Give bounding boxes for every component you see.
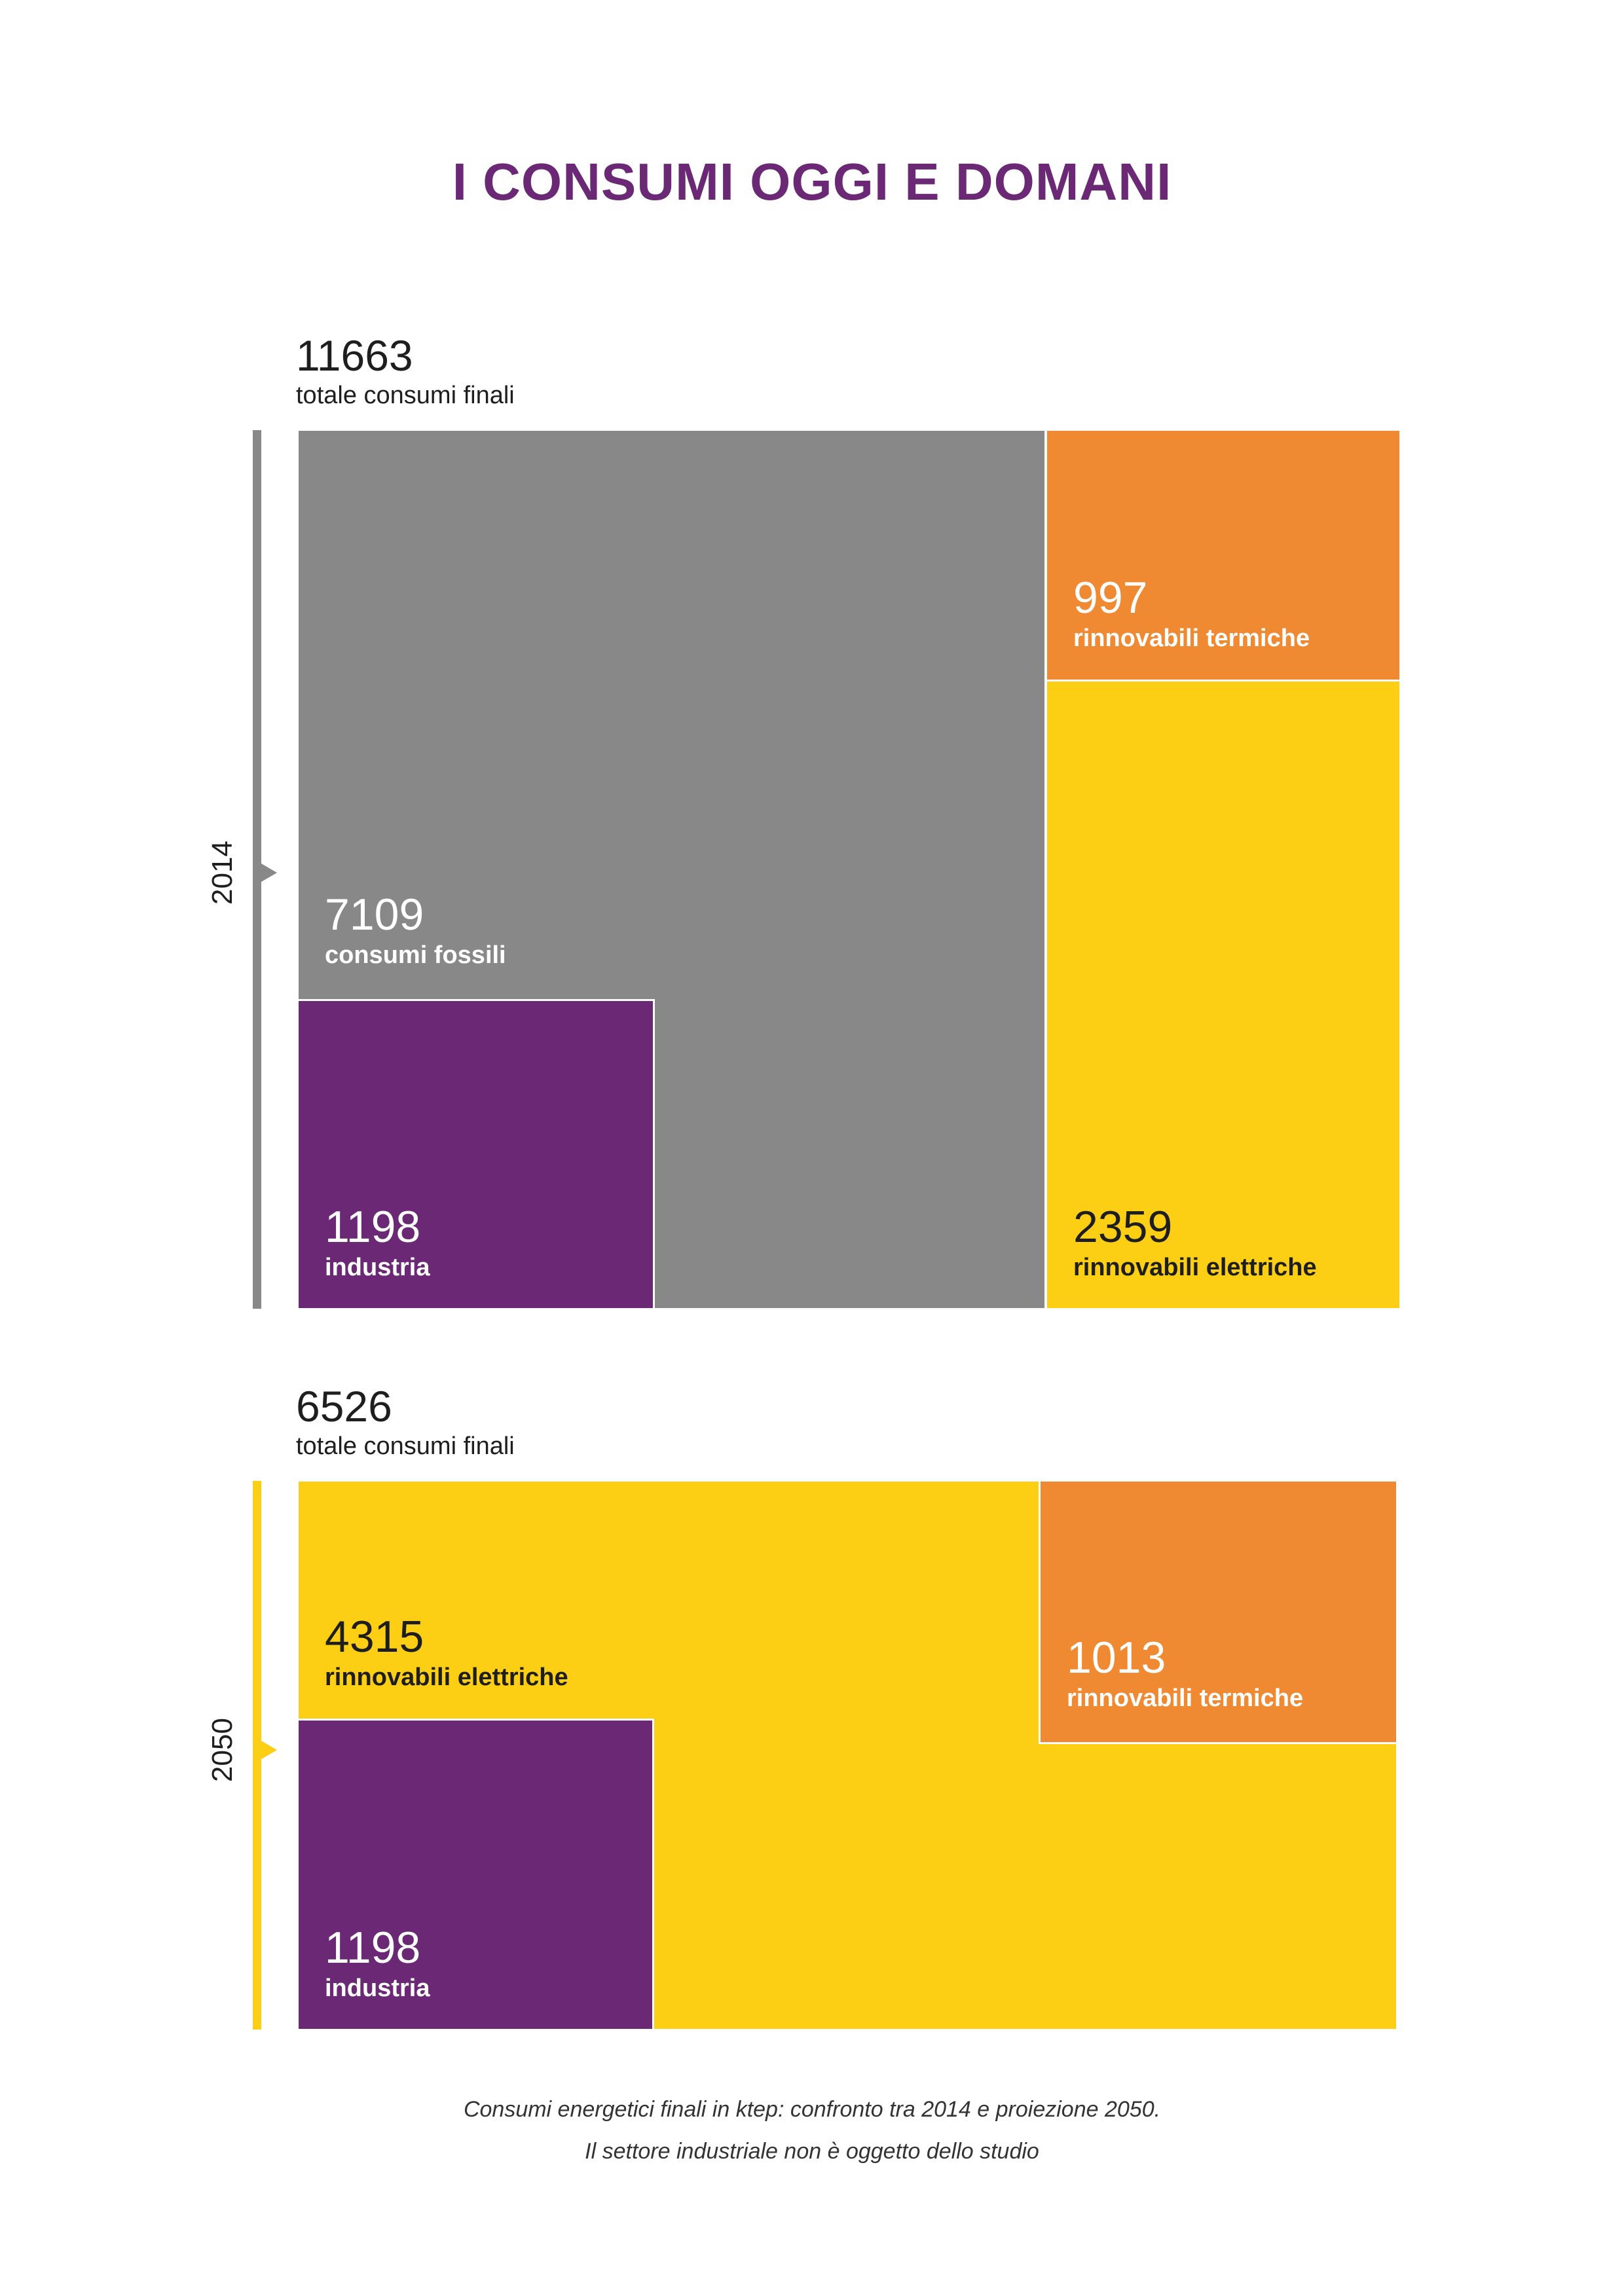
rect-2014-rinnovabili-elettriche: 2359 rinnovabili elettriche <box>1045 680 1401 1310</box>
rect-2014-rinnovabili-termiche-label: rinnovabili termiche <box>1073 625 1310 652</box>
caption-line-1: Consumi energetici finali in ktep: confr… <box>463 2097 1161 2122</box>
rect-2050-rinnovabili-termiche-label: rinnovabili termiche <box>1067 1685 1304 1712</box>
rect-2014-rinnovabili-elettriche-tag: 2359 rinnovabili elettriche <box>1073 1201 1317 1283</box>
total-2050-label: totale consumi finali <box>296 1432 515 1460</box>
rect-2014-industria-label: industria <box>325 1254 430 1281</box>
rect-2014-industria: 1198 industria <box>297 999 655 1310</box>
timeline-arrow-2050-icon <box>261 1741 277 1759</box>
rect-2014-fossili-label: consumi fossili <box>325 941 506 969</box>
year-label-2050: 2050 <box>206 1718 239 1782</box>
rect-2014-rinnovabili-termiche-tag: 997 rinnovabili termiche <box>1073 572 1310 653</box>
year-label-2014: 2014 <box>206 841 239 905</box>
total-2050-value: 6526 <box>296 1382 392 1430</box>
rect-2014-rinnovabili-termiche-value: 997 <box>1073 573 1148 623</box>
page-title: I CONSUMI OGGI E DOMANI <box>452 153 1172 211</box>
rect-2050-rinnovabili-termiche: 1013 rinnovabili termiche <box>1039 1480 1398 1744</box>
rect-2050-industria-tag: 1198 industria <box>325 1922 430 2003</box>
rect-2050-rinnovabili-elettriche-tag: 4315 rinnovabili elettriche <box>325 1611 568 1692</box>
rect-2050-rinnovabili-termiche-tag: 1013 rinnovabili termiche <box>1067 1632 1303 1713</box>
timeline-bar-2050 <box>253 1481 261 2030</box>
rect-2014-industria-tag: 1198 industria <box>325 1201 430 1283</box>
rect-2014-fossili-tag: 7109 consumi fossili <box>325 889 506 970</box>
rect-2050-industria: 1198 industria <box>297 1719 654 2031</box>
figure-caption: Consumi energetici finali in ktep: confr… <box>0 2088 1624 2172</box>
rect-2050-rinnovabili-elettriche-label: rinnovabili elettriche <box>325 1664 568 1691</box>
year-label-2014-wrap: 2014 <box>203 820 242 925</box>
total-2014-label: totale consumi finali <box>296 382 515 409</box>
rect-2014-fossili-value: 7109 <box>325 890 424 939</box>
rect-2050-rinnovabili-termiche-value: 1013 <box>1067 1633 1166 1683</box>
total-2014-value: 11663 <box>296 331 413 380</box>
year-label-2050-wrap: 2050 <box>203 1698 242 1802</box>
rect-2050-industria-value: 1198 <box>325 1923 421 1973</box>
total-2014: 11663 totale consumi finali <box>296 331 515 410</box>
rect-2014-rinnovabili-termiche: 997 rinnovabili termiche <box>1045 429 1401 682</box>
rect-2050-industria-label: industria <box>325 1975 430 2002</box>
caption-line-2: Il settore industriale non è oggetto del… <box>585 2139 1039 2164</box>
rect-2014-industria-value: 1198 <box>325 1202 421 1252</box>
timeline-arrow-2014-icon <box>261 864 277 882</box>
rect-2014-rinnovabili-elettriche-value: 2359 <box>1073 1202 1173 1252</box>
total-2050: 6526 totale consumi finali <box>296 1381 515 1461</box>
timeline-bar-2014 <box>253 430 261 1309</box>
rect-2050-rinnovabili-elettriche-value: 4315 <box>325 1612 424 1662</box>
rect-2014-rinnovabili-elettriche-label: rinnovabili elettriche <box>1073 1254 1317 1281</box>
